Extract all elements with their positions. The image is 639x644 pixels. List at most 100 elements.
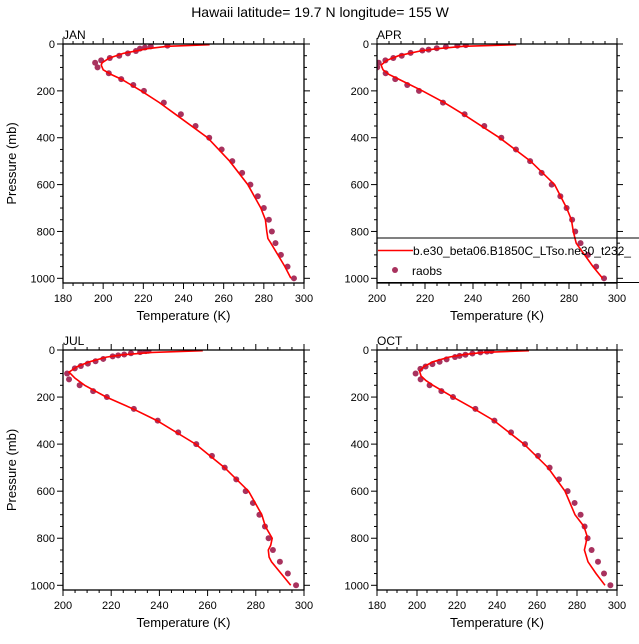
raobs-point bbox=[206, 134, 213, 141]
raobs-point bbox=[417, 365, 424, 372]
raobs-point bbox=[571, 499, 578, 506]
raobs-point bbox=[272, 240, 279, 247]
x-axis-label: Temperature (K) bbox=[137, 615, 231, 630]
y-tick-label: 0 bbox=[363, 39, 369, 51]
model-line bbox=[418, 350, 606, 586]
raobs-point bbox=[442, 44, 449, 50]
x-tick-label: 200 bbox=[94, 293, 112, 305]
x-tick-label: 240 bbox=[150, 600, 168, 612]
x-tick-label: 220 bbox=[416, 293, 434, 305]
raobs-point bbox=[66, 376, 73, 383]
raobs-point bbox=[595, 558, 601, 565]
x-tick-label: 260 bbox=[528, 600, 546, 612]
model-line bbox=[67, 350, 292, 586]
panel-title: APR bbox=[377, 28, 402, 42]
raobs-point bbox=[462, 44, 469, 49]
y-tick-label: 400 bbox=[37, 439, 55, 451]
x-tick-label: 240 bbox=[488, 600, 506, 612]
y-axis-label: Pressure (mb) bbox=[4, 122, 19, 204]
legend: b.e30_beta06.B1850C_LTso.ne30_t232_raobs bbox=[377, 237, 639, 283]
raobs-point bbox=[588, 547, 595, 553]
panel-title: OCT bbox=[377, 334, 403, 348]
x-tick-label: 240 bbox=[174, 293, 192, 305]
x-tick-label: 200 bbox=[54, 600, 72, 612]
plot-frame bbox=[62, 43, 305, 284]
y-tick-label: 1000 bbox=[345, 273, 369, 285]
x-tick-label: 180 bbox=[368, 600, 386, 612]
plot-area bbox=[377, 44, 608, 282]
x-tick-label: 240 bbox=[464, 293, 482, 305]
raobs-point bbox=[269, 547, 276, 553]
raobs-point bbox=[260, 205, 267, 212]
x-tick-label: 300 bbox=[608, 293, 626, 305]
panel-title: JAN bbox=[63, 28, 86, 42]
raobs-point bbox=[601, 570, 607, 577]
y-tick-label: 200 bbox=[37, 86, 55, 98]
y-tick-label: 0 bbox=[363, 345, 369, 357]
x-tick-label: 220 bbox=[134, 293, 152, 305]
raobs-point bbox=[76, 382, 83, 389]
y-tick-label: 1000 bbox=[31, 580, 55, 592]
y-tick-label: 1000 bbox=[31, 273, 55, 285]
y-tick-label: 200 bbox=[351, 392, 369, 404]
raobs-point bbox=[94, 64, 101, 71]
x-tick-label: 300 bbox=[295, 600, 313, 612]
x-tick-label: 200 bbox=[408, 600, 426, 612]
y-tick-label: 800 bbox=[351, 533, 369, 545]
y-tick-label: 1000 bbox=[345, 580, 369, 592]
raobs-point bbox=[607, 582, 614, 589]
y-axis-label: Pressure (mb) bbox=[4, 429, 19, 511]
raobs-point bbox=[377, 64, 381, 71]
y-tick-label: 0 bbox=[49, 39, 55, 51]
model-line bbox=[380, 44, 604, 279]
y-tick-label: 800 bbox=[37, 533, 55, 545]
y-tick-label: 800 bbox=[351, 226, 369, 238]
raobs-point bbox=[254, 193, 261, 200]
x-tick-label: 260 bbox=[198, 600, 216, 612]
raobs-point bbox=[508, 429, 514, 436]
x-tick-label: 200 bbox=[368, 293, 386, 305]
legend-label-model: b.e30_beta06.B1850C_LTso.ne30_t232_ bbox=[413, 244, 631, 258]
figure-title: Hawaii latitude= 19.7 N longitude= 155 W bbox=[191, 4, 449, 20]
raobs-point bbox=[290, 275, 297, 282]
panel-title: JUL bbox=[63, 334, 85, 348]
x-tick-label: 280 bbox=[255, 293, 273, 305]
raobs-point bbox=[377, 59, 382, 66]
raobs-point bbox=[498, 134, 505, 141]
x-axis-label: Temperature (K) bbox=[450, 615, 544, 630]
plot-area bbox=[92, 44, 297, 282]
y-tick-label: 400 bbox=[351, 133, 369, 145]
raobs-point bbox=[412, 370, 419, 377]
raobs-point bbox=[546, 464, 553, 471]
raobs-point bbox=[284, 570, 291, 577]
panel-apr: APR 200 220 240 260 280 300 0 200 400 600 800 1000 Te… bbox=[345, 28, 639, 323]
x-tick-label: 300 bbox=[608, 600, 626, 612]
raobs-point bbox=[265, 216, 272, 223]
x-tick-label: 180 bbox=[54, 293, 72, 305]
panel-jan: JAN 180 200 220 240 260 280 300 0 200 400 600 800 100… bbox=[4, 28, 313, 323]
x-tick-label: 220 bbox=[448, 600, 466, 612]
raobs-point bbox=[577, 511, 584, 518]
y-tick-label: 600 bbox=[37, 486, 55, 498]
raobs-point bbox=[208, 452, 215, 459]
legend-marker-swatch bbox=[392, 267, 398, 273]
y-tick-label: 400 bbox=[37, 133, 55, 145]
x-axis-label: Temperature (K) bbox=[137, 308, 231, 323]
model-line bbox=[100, 44, 292, 279]
raobs-point bbox=[293, 582, 300, 589]
raobs-point bbox=[382, 70, 389, 77]
y-tick-label: 200 bbox=[351, 86, 369, 98]
x-tick-label: 260 bbox=[512, 293, 530, 305]
y-tick-label: 600 bbox=[351, 180, 369, 192]
legend-label-raobs: raobs bbox=[412, 264, 442, 278]
plot-frame bbox=[62, 349, 305, 591]
x-tick-label: 280 bbox=[560, 293, 578, 305]
plot-area bbox=[412, 350, 614, 589]
x-tick-label: 300 bbox=[295, 293, 313, 305]
y-tick-label: 800 bbox=[37, 226, 55, 238]
plot-frame bbox=[376, 349, 618, 591]
x-tick-label: 260 bbox=[214, 293, 232, 305]
raobs-point bbox=[268, 228, 275, 235]
x-tick-label: 280 bbox=[247, 600, 265, 612]
x-tick-label: 220 bbox=[102, 600, 120, 612]
